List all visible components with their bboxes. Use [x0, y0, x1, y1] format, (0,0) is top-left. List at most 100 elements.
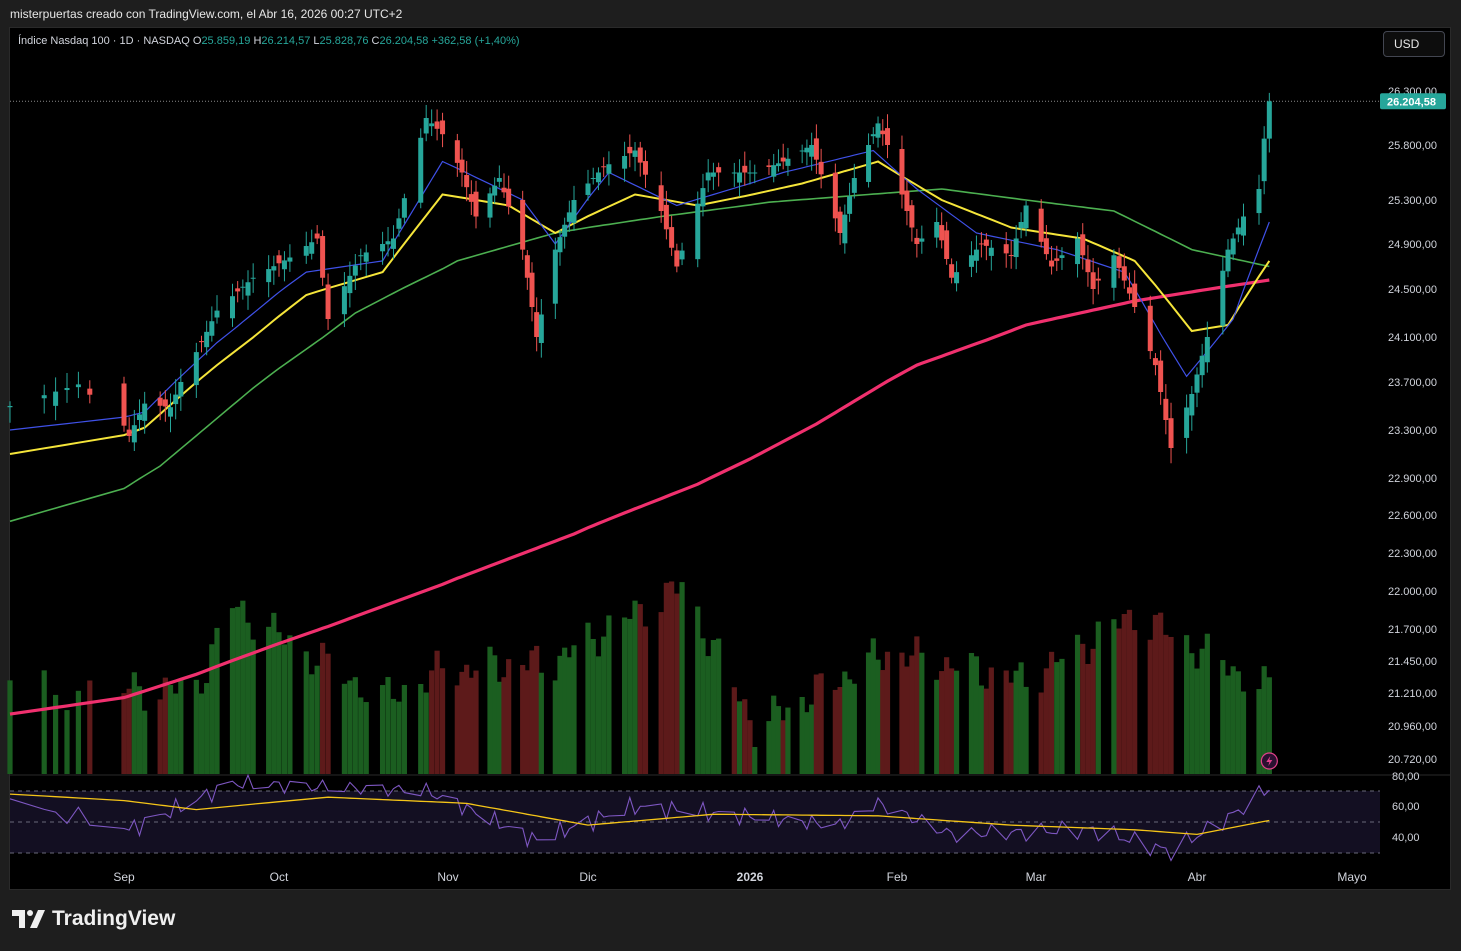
price-axis-label: 22.900,00	[1388, 473, 1437, 485]
volume-bar	[875, 659, 881, 774]
currency-button[interactable]: USD	[1383, 31, 1445, 57]
volume-bar	[320, 642, 326, 774]
volume-bar	[167, 685, 174, 774]
volume-bar	[193, 679, 199, 774]
candle-body	[1199, 355, 1205, 376]
candle-body	[440, 120, 446, 135]
volume-bar	[390, 698, 397, 774]
time-axis-label: Abr	[1188, 870, 1207, 884]
rsi-line	[9, 773, 1270, 862]
candle-body	[1235, 227, 1241, 235]
candle-body	[53, 391, 59, 406]
volume-bar	[506, 659, 512, 774]
candle-body	[866, 145, 872, 182]
volume-bar	[1111, 619, 1117, 774]
volume-bar	[813, 674, 819, 774]
candle-body	[250, 277, 256, 279]
volume-bar	[198, 693, 205, 774]
volume-bar	[632, 600, 638, 774]
candle-body	[1204, 337, 1210, 363]
volume-bar	[487, 646, 493, 774]
volume-bar	[520, 665, 526, 774]
volume-bar	[566, 657, 572, 774]
candle-body	[352, 265, 358, 276]
candle-body	[1163, 398, 1169, 420]
volume-bar	[621, 617, 628, 774]
volume-bar	[658, 612, 664, 774]
volume-bar	[846, 679, 853, 774]
candle-body	[851, 178, 857, 193]
candle-body	[752, 172, 758, 174]
candle-body	[885, 128, 891, 145]
price-axis-label: 21.700,00	[1388, 624, 1437, 636]
candle-body	[679, 250, 685, 260]
candle-body	[571, 200, 577, 223]
candle-body	[1158, 360, 1164, 392]
volume-bar	[434, 650, 440, 774]
candle-body	[538, 314, 544, 343]
candle-body	[663, 204, 669, 230]
candle-body	[266, 269, 272, 283]
change-value: +362,58 (+1,40%)	[431, 35, 520, 47]
candle-body	[944, 230, 950, 259]
candle-body	[1049, 260, 1055, 267]
time-axis-label: Mayo	[1337, 870, 1367, 884]
candle-body	[401, 198, 407, 218]
candle-body	[771, 165, 777, 177]
volume-bar	[674, 593, 680, 774]
volume-bar	[126, 688, 132, 774]
ohlc-legend: Índice Nasdaq 100 · 1D · NASDAQ O25.859,…	[18, 35, 520, 47]
tradingview-logo-icon	[12, 910, 45, 928]
volume-bar	[944, 657, 950, 774]
volume-bar	[851, 683, 857, 774]
candle-body	[585, 183, 591, 195]
volume-bar	[464, 664, 470, 774]
volume-bar	[534, 645, 540, 774]
volume-bar	[637, 604, 643, 774]
candle-body	[1121, 266, 1127, 281]
volume-bar	[266, 626, 272, 774]
candle-body	[131, 425, 137, 443]
volume-bar	[1054, 662, 1060, 774]
volume-bar	[842, 671, 848, 774]
rsi-band-background	[10, 791, 1380, 853]
volume-bar	[1261, 666, 1267, 774]
time-axis-label: Mar	[1026, 870, 1047, 884]
volume-bar	[459, 671, 465, 774]
candle-body	[766, 165, 772, 167]
last-price-label: 26.204,58	[1387, 96, 1436, 108]
candle-body	[590, 178, 596, 179]
candle-body	[1111, 255, 1117, 288]
volume-bar	[601, 636, 607, 774]
volume-bar	[606, 615, 612, 774]
volume-bar	[1189, 653, 1195, 774]
volume-bar	[557, 655, 563, 774]
volume-bar	[363, 702, 369, 774]
candle-body	[524, 255, 530, 278]
volume-bar	[131, 672, 137, 774]
volume-bar	[162, 677, 168, 774]
candle-body	[870, 134, 876, 137]
candle-body	[705, 172, 711, 181]
lightning-glyph	[1266, 756, 1273, 766]
candle-body	[954, 272, 960, 284]
open-label: O	[192, 35, 202, 47]
candle-body	[847, 196, 853, 214]
volume-bar	[731, 687, 737, 774]
candle-body	[75, 384, 81, 388]
candle-body	[396, 218, 402, 229]
candle-body	[204, 331, 210, 348]
candle-body	[363, 252, 369, 262]
tradingview-brand[interactable]: TradingView	[12, 907, 175, 931]
volume-bar	[669, 581, 675, 774]
volume-bar	[716, 638, 722, 774]
candle-body	[347, 275, 353, 294]
candle-body	[837, 211, 843, 233]
volume-bar	[396, 701, 402, 774]
candle-body	[287, 257, 293, 262]
candle-body	[1090, 272, 1096, 289]
volume-bar	[983, 688, 989, 774]
volume-bar	[837, 686, 843, 774]
candle-body	[1241, 216, 1246, 236]
